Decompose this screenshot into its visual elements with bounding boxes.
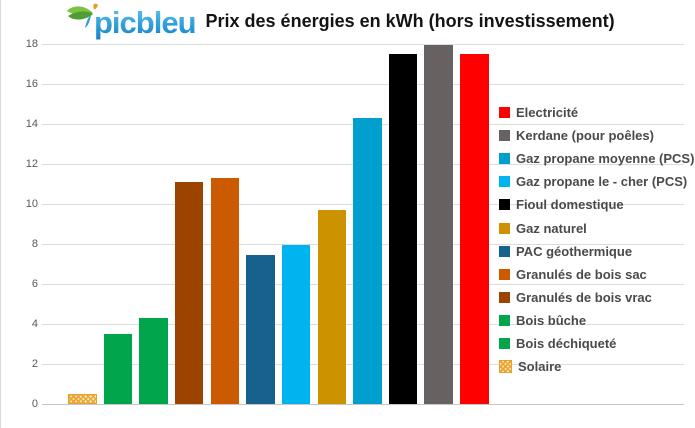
legend-item-gaz-propane-le-cher: Gaz propane le - cher (PCS) [499,170,694,193]
bar-granules-bois-vrac [174,182,204,404]
legend-swatch-pac-geothermique [499,245,510,257]
bar-pac-geothermique [246,255,275,404]
legend-label-electricite: Electricité [516,105,579,121]
legend-item-bois-buche: Bois bûche [499,309,694,332]
y-tick-label: 6 [31,278,38,290]
y-tick-label: 12 [25,158,38,170]
legend-label-gaz-naturel: Gaz naturel [516,220,587,236]
legend-label-granules-bois-sac: Granulés de bois sac [516,266,647,282]
y-tick-label: 8 [31,238,38,250]
y-tick-label: 16 [25,78,38,90]
gridline-y-0 [42,404,684,405]
bar-kerdane [424,45,453,404]
y-tick-label: 18 [25,38,38,50]
legend-swatch-kerdane [499,130,510,142]
legend-swatch-gaz-propane-moyenne [499,153,510,165]
legend-label-pac-geothermique: PAC géothermique [516,243,633,259]
chart-legend: Electricité Kerdane (pour poêles) Gaz prop… [499,101,694,378]
gridline-y-18 [42,44,684,45]
chart-title: Prix des énergies en kWh (hors investiss… [205,10,615,31]
y-tick-label: 4 [31,318,38,330]
legend-label-gaz-propane-moyenne: Gaz propane moyenne (PCS) [516,151,695,167]
bar-gaz-propane-moyenne [353,118,382,404]
legend-label-solaire: Solaire [518,359,562,375]
picbleu-leaf-bird-icon [67,3,98,28]
legend-label-fioul-domestique: Fioul domestique [516,197,624,213]
bar-bois-dechiquete [103,334,133,404]
y-tick-label: 14 [25,118,38,130]
legend-swatch-granules-bois-vrac [499,291,510,303]
bar-fioul-domestique [388,54,418,404]
legend-item-kerdane: Kerdane (pour poêles) [499,124,694,147]
legend-swatch-bois-buche [499,314,510,326]
legend-label-bois-dechiquete: Bois déchiqueté [516,335,617,351]
y-tick-label: 10 [25,198,38,210]
bar-bois-buche [139,318,168,404]
legend-label-gaz-propane-le-cher: Gaz propane le - cher (PCS) [516,174,688,190]
legend-swatch-granules-bois-sac [499,268,510,280]
bar-granules-bois-sac [210,178,240,404]
legend-item-pac-geothermique: PAC géothermique [499,240,694,263]
legend-swatch-gaz-naturel [499,222,510,234]
legend-item-granules-bois-vrac: Granulés de bois vrac [499,286,694,309]
bar-electricite [460,54,489,404]
gridline-y-16 [42,84,684,85]
legend-item-fioul-domestique: Fioul domestique [499,193,694,216]
y-tick-label: 0 [31,398,38,410]
bar-solaire [68,394,97,404]
legend-swatch-solaire [499,360,512,374]
legend-item-gaz-naturel: Gaz naturel [499,216,694,239]
legend-label-granules-bois-vrac: Granulés de bois vrac [516,289,652,305]
legend-item-bois-dechiquete: Bois déchiqueté [499,332,694,355]
legend-swatch-bois-dechiquete [499,337,510,349]
frame-left-border [0,0,1,428]
bar-gaz-propane-le-cher [281,245,311,404]
chart-header: picbleu Prix des énergies en kWh (hors i… [67,1,615,41]
legend-label-kerdane: Kerdane (pour poêles) [516,128,654,144]
picbleu-logo: picbleu [67,2,197,40]
y-tick-label: 2 [31,358,38,370]
picbleu-logo-text: picbleu [94,5,197,40]
legend-swatch-fioul-domestique [499,199,510,211]
legend-item-gaz-propane-moyenne: Gaz propane moyenne (PCS) [499,147,694,170]
legend-item-electricite: Electricité [499,101,694,124]
legend-swatch-gaz-propane-le-cher [499,176,510,188]
bar-gaz-naturel [317,210,346,404]
legend-swatch-electricite [499,107,510,119]
legend-item-granules-bois-sac: Granulés de bois sac [499,263,694,286]
legend-item-solaire: Solaire [499,355,694,378]
legend-label-bois-buche: Bois bûche [516,312,587,328]
